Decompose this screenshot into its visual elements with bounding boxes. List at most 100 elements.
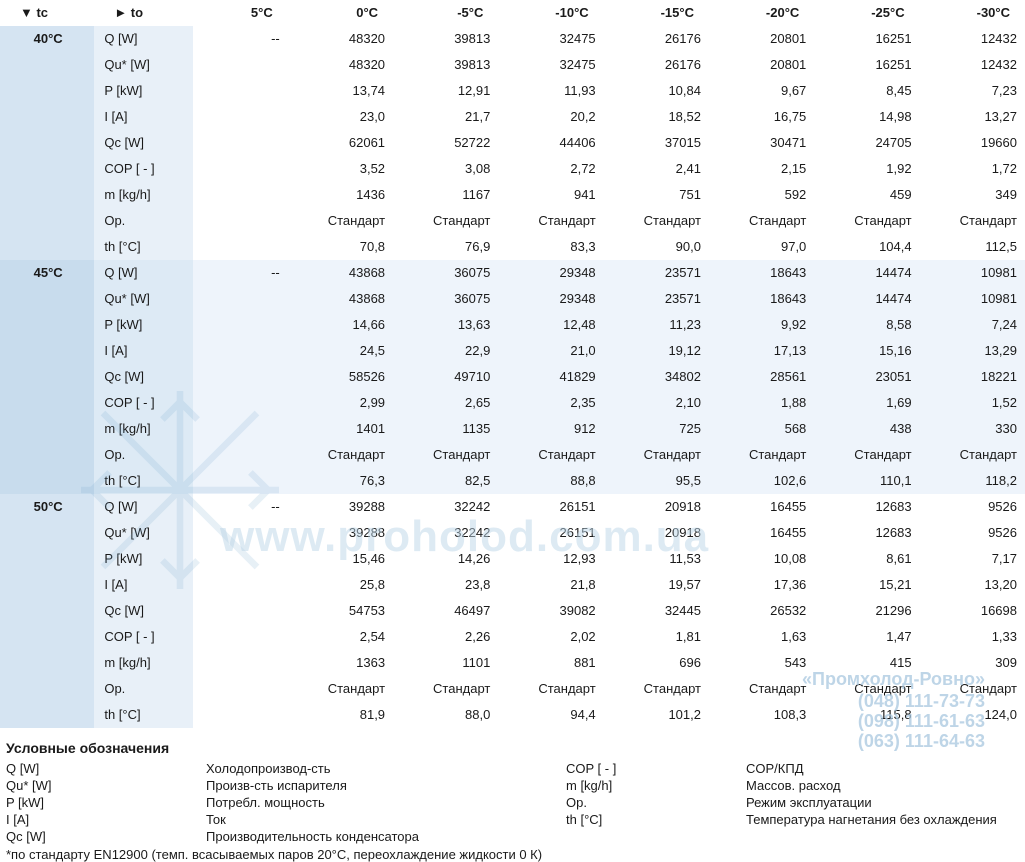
table-row: P [kW]15,4614,2612,9311,5310,088,617,17 — [0, 546, 1025, 572]
data-cell: 26176 — [604, 26, 709, 52]
data-cell: Стандарт — [393, 208, 498, 234]
data-cell: Стандарт — [498, 208, 603, 234]
data-cell: 12,91 — [393, 78, 498, 104]
data-cell: 112,5 — [920, 234, 1025, 260]
table-row: 40°CQ [W]--48320398133247526176208011625… — [0, 26, 1025, 52]
legend-cell: Массов. расход — [746, 778, 1025, 793]
data-cell: 48320 — [288, 52, 393, 78]
data-cell: 912 — [498, 416, 603, 442]
legend-cell: th [°C] — [566, 812, 746, 827]
data-cell — [193, 286, 288, 312]
data-cell: 14,98 — [814, 104, 919, 130]
data-cell: 1,52 — [920, 390, 1025, 416]
data-cell: 1401 — [288, 416, 393, 442]
data-cell: 2,54 — [288, 624, 393, 650]
data-cell — [193, 312, 288, 338]
legend-cell: Qc [W] — [6, 829, 206, 844]
data-cell: 2,41 — [604, 156, 709, 182]
table-row: Op.СтандартСтандартСтандартСтандартСтанд… — [0, 676, 1025, 702]
data-cell: Стандарт — [814, 676, 919, 702]
data-cell: 11,53 — [604, 546, 709, 572]
data-cell: -- — [193, 260, 288, 286]
data-cell: 18643 — [709, 260, 814, 286]
table-row: I [A]25,823,821,819,5717,3615,2113,20 — [0, 572, 1025, 598]
data-cell: 115,8 — [814, 702, 919, 728]
table-row: th [°C]76,382,588,895,5102,6110,1118,2 — [0, 468, 1025, 494]
data-cell — [193, 52, 288, 78]
data-cell: 19,12 — [604, 338, 709, 364]
data-cell: 26151 — [498, 494, 603, 520]
param-cell: Q [W] — [94, 260, 192, 286]
table-row: Op.СтандартСтандартСтандартСтандартСтанд… — [0, 208, 1025, 234]
data-cell: 14474 — [814, 286, 919, 312]
data-cell: 16,75 — [709, 104, 814, 130]
data-cell: 10,08 — [709, 546, 814, 572]
data-cell: 118,2 — [920, 468, 1025, 494]
data-cell: 23,8 — [393, 572, 498, 598]
data-cell: 102,6 — [709, 468, 814, 494]
table-row: 50°CQ [W]--39288322422615120918164551268… — [0, 494, 1025, 520]
data-cell: 20918 — [604, 520, 709, 546]
data-cell: -- — [193, 494, 288, 520]
data-cell: 22,9 — [393, 338, 498, 364]
table-row: Qu* [W]438683607529348235711864314474109… — [0, 286, 1025, 312]
data-cell: 1167 — [393, 182, 498, 208]
table-row: th [°C]70,876,983,390,097,0104,4112,5 — [0, 234, 1025, 260]
data-cell: 52722 — [393, 130, 498, 156]
data-cell: 1,81 — [604, 624, 709, 650]
legend-cell — [566, 829, 746, 844]
legend-cell: Режим эксплуатации — [746, 795, 1025, 810]
data-cell: 12,93 — [498, 546, 603, 572]
legend-cell: Qu* [W] — [6, 778, 206, 793]
data-cell: 36075 — [393, 260, 498, 286]
param-cell: I [A] — [94, 338, 192, 364]
data-cell: 16251 — [814, 52, 919, 78]
data-cell — [193, 546, 288, 572]
param-cell: m [kg/h] — [94, 650, 192, 676]
data-cell: 108,3 — [709, 702, 814, 728]
data-cell: 70,8 — [288, 234, 393, 260]
data-cell: 28561 — [709, 364, 814, 390]
param-cell: m [kg/h] — [94, 182, 192, 208]
data-cell: 36075 — [393, 286, 498, 312]
data-cell — [193, 572, 288, 598]
data-cell: Стандарт — [604, 442, 709, 468]
data-cell: Стандарт — [709, 208, 814, 234]
table-row: 45°CQ [W]--43868360752934823571186431447… — [0, 260, 1025, 286]
table-row: P [kW]14,6613,6312,4811,239,928,587,24 — [0, 312, 1025, 338]
data-cell: 21,7 — [393, 104, 498, 130]
data-cell: 349 — [920, 182, 1025, 208]
table-row: COP [ - ]2,542,262,021,811,631,471,33 — [0, 624, 1025, 650]
data-cell: 58526 — [288, 364, 393, 390]
data-cell: 2,35 — [498, 390, 603, 416]
data-cell: 438 — [814, 416, 919, 442]
data-cell: 110,1 — [814, 468, 919, 494]
data-cell: 29348 — [498, 286, 603, 312]
data-cell: 18643 — [709, 286, 814, 312]
data-cell: 21,0 — [498, 338, 603, 364]
data-cell: 568 — [709, 416, 814, 442]
param-cell: Qc [W] — [94, 364, 192, 390]
param-cell: I [A] — [94, 572, 192, 598]
data-cell: 12683 — [814, 494, 919, 520]
data-cell: 17,13 — [709, 338, 814, 364]
param-cell: P [kW] — [94, 546, 192, 572]
data-cell: 2,65 — [393, 390, 498, 416]
header-temp: -15°C — [604, 0, 709, 26]
header-temp: 0°C — [288, 0, 393, 26]
data-cell: 19,57 — [604, 572, 709, 598]
table-body: 40°CQ [W]--48320398133247526176208011625… — [0, 26, 1025, 728]
data-cell: 21,8 — [498, 572, 603, 598]
data-cell: 11,93 — [498, 78, 603, 104]
data-cell: 2,15 — [709, 156, 814, 182]
data-cell: 1,47 — [814, 624, 919, 650]
data-cell — [193, 442, 288, 468]
data-cell: 16698 — [920, 598, 1025, 624]
data-cell: 83,3 — [498, 234, 603, 260]
data-cell: 2,26 — [393, 624, 498, 650]
data-cell: 1101 — [393, 650, 498, 676]
param-cell: th [°C] — [94, 702, 192, 728]
data-cell: 101,2 — [604, 702, 709, 728]
data-cell — [193, 156, 288, 182]
data-cell: 9526 — [920, 494, 1025, 520]
